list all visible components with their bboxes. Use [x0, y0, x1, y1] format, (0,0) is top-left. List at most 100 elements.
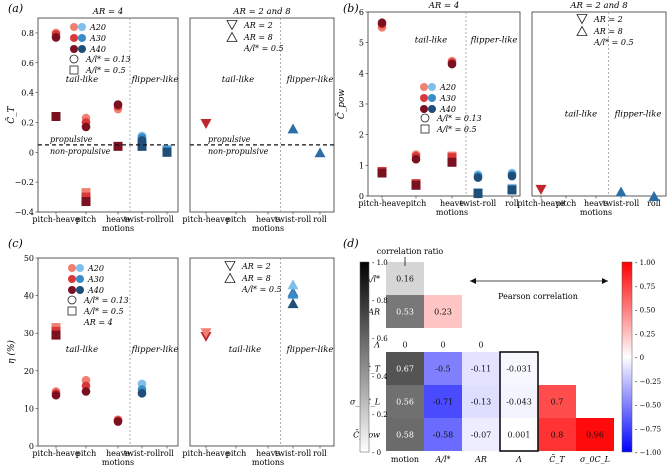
x-tick-label: pitch: [76, 449, 97, 458]
red-blue-colorbar: [621, 261, 633, 453]
x-tick-label: pitch-heave: [32, 449, 79, 458]
data-point-square: [51, 330, 61, 340]
row-label: A/l*: [364, 275, 380, 284]
flipper-like-label: flipper-like: [470, 36, 518, 46]
column-label: A/l*: [434, 455, 450, 464]
heatmap-cell: [424, 295, 462, 328]
legend-label: AR = 8: [593, 27, 623, 36]
legend-marker-red: [420, 105, 428, 113]
non-propulsive-label: non-propulsive: [50, 147, 111, 156]
column-label: Λ: [515, 455, 522, 464]
panel-title: AR = 2 and 8: [232, 7, 291, 17]
data-point-circle: [51, 390, 61, 400]
heatmap-cell: [500, 352, 538, 385]
x-tick-label: motions: [436, 208, 468, 217]
heatmap-cell: [538, 418, 576, 451]
propulsive-label: propulsive: [50, 135, 93, 144]
data-point-circle: [377, 18, 387, 28]
data-point-circle: [507, 171, 517, 181]
x-tick-label: roll: [313, 449, 327, 458]
legend-marker-circle: [67, 295, 77, 305]
x-tick-label: pitch: [226, 449, 247, 458]
pearson-label: Pearson correlation: [498, 292, 578, 301]
red-blue-colorbar-tick: - −0.50: [635, 402, 661, 410]
data-point-circle: [411, 154, 421, 164]
legend-marker-red: [420, 94, 428, 102]
legend-label: A20: [439, 83, 456, 92]
legend-label: A/l* = 0.5: [436, 125, 477, 134]
heatmap-cell: [386, 385, 424, 418]
legend-label: A/l* = 0.5: [83, 307, 124, 316]
heatmap-cell: [386, 262, 424, 295]
plot-frame: [189, 17, 335, 213]
panel-b-left: 0 1 2 3 4 5 6 pitch-heave pitch heavemotionstwist…: [335, 1, 521, 217]
heatmap-value: -0.07: [471, 431, 492, 440]
data-point-ar8-stack: [287, 279, 299, 290]
data-point-circle: [113, 100, 123, 109]
tail-like-label: tail-like: [565, 109, 597, 119]
data-point-square: [411, 180, 421, 190]
heatmap-value: -0.71: [433, 398, 454, 407]
heatmap-value: 0.23: [434, 308, 452, 317]
y-tick-label: 40: [24, 292, 34, 301]
data-point-square: [473, 189, 483, 199]
legend-label: A30: [87, 275, 104, 284]
legend-label: A20: [89, 23, 106, 32]
legend-marker-blue: [76, 286, 84, 294]
data-point-circle: [51, 33, 61, 42]
x-tick-label: heave: [256, 449, 280, 458]
panel-label-d: (d): [343, 237, 359, 250]
legend-marker-square: [69, 65, 79, 75]
y-tick-label: 0.8: [21, 29, 34, 38]
plot-frame: [531, 11, 667, 197]
gray-colorbar-tick: - 0: [372, 449, 381, 457]
heatmap-value: 0: [440, 341, 445, 350]
x-tick-label: motions: [252, 224, 284, 233]
x-tick-label: pitch: [76, 215, 97, 224]
data-point-ar8-stack: [287, 288, 299, 299]
heatmap-cell: [462, 385, 500, 418]
legend-marker-red: [68, 264, 76, 272]
tail-like-label: tail-like: [222, 75, 254, 85]
heatmap-value: -0.11: [471, 365, 492, 374]
pearson-arrow-head-right: [602, 278, 608, 284]
legend-marker-up-triangle: [224, 272, 236, 283]
legend-marker-blue: [428, 105, 436, 113]
heatmap-value: 0.58: [396, 431, 414, 440]
panel-title: AR = 4: [92, 7, 123, 17]
legend-label: A30: [89, 34, 106, 43]
x-tick-label: roll: [160, 215, 174, 224]
legend-label: A/l* = 0.5: [85, 66, 126, 75]
x-tick-label: roll: [160, 449, 174, 458]
heatmap-value: 0.7: [551, 398, 564, 407]
x-tick-label: heave: [584, 199, 608, 208]
data-point-square: [51, 111, 61, 121]
x-tick-label: twist-roll: [460, 199, 497, 208]
heatmap-cell: [538, 385, 576, 418]
heatmap-value: -0.031: [506, 365, 532, 374]
data-point-ar8-stack: [287, 298, 299, 309]
x-tick-label: heave: [256, 215, 280, 224]
lambda-highlight-box: [499, 351, 539, 452]
data-point-circle: [113, 417, 123, 426]
data-point-circle: [447, 59, 457, 69]
y-tick-label: 5: [359, 39, 364, 48]
y-tick-label: 10: [24, 404, 34, 413]
flipper-like-label: flipper-like: [286, 75, 334, 85]
y-tick-label: 4: [359, 69, 364, 78]
x-tick-label: twist-roll: [275, 215, 312, 224]
y-tick-label: 30: [24, 329, 34, 338]
x-tick-label: motions: [102, 224, 134, 233]
y-axis-label: C̄_pow: [335, 89, 347, 120]
legend-marker-red: [70, 34, 78, 42]
heatmap-cell: [424, 385, 462, 418]
flipper-like-label: flipper-like: [131, 345, 179, 355]
y-axis-label: η (%): [6, 340, 17, 364]
legend-label: A30: [439, 94, 456, 103]
tail-like-label: tail-like: [66, 345, 98, 355]
x-tick-label: pitch: [226, 215, 247, 224]
data-point-ar8: [287, 123, 299, 134]
column-label: σ_0C_L: [580, 455, 610, 464]
legend-label: A40: [87, 286, 104, 295]
